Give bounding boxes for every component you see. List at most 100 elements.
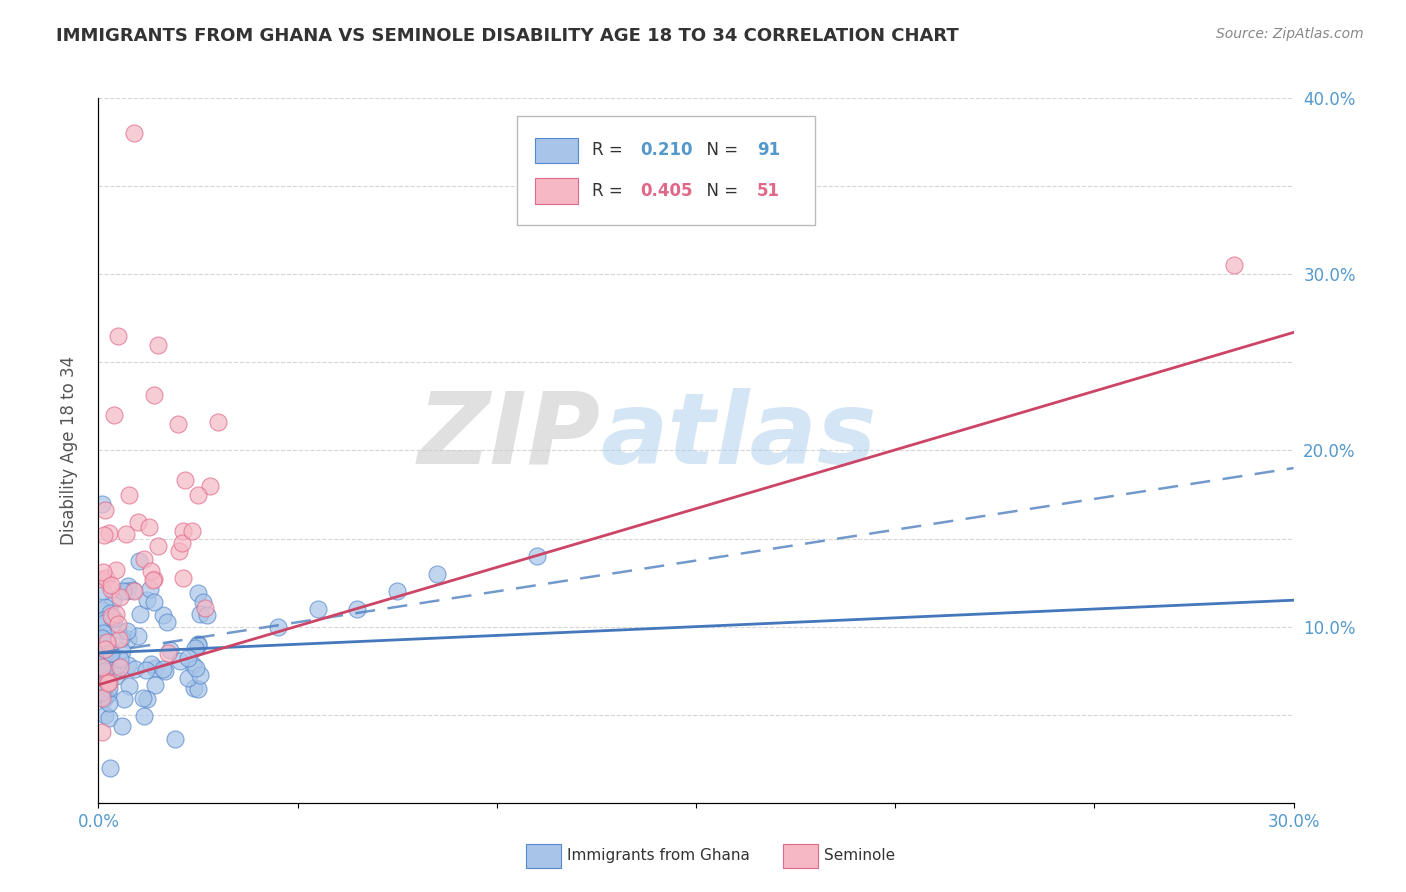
Text: N =: N = (696, 182, 744, 200)
Point (122, 584, 145, 599)
Point (267, 619, 290, 633)
Point (108, 652, 131, 666)
Point (93, 649, 115, 664)
Point (96, 571, 118, 585)
Text: ZIP: ZIP (418, 388, 600, 485)
Text: atlas: atlas (600, 388, 877, 485)
Point (141, 564, 163, 578)
Point (307, 602, 329, 616)
Point (103, 593, 125, 607)
Point (143, 572, 166, 586)
Point (103, 408, 125, 422)
Point (91, 565, 114, 579)
Point (188, 607, 211, 622)
Point (91, 657, 114, 672)
Point (183, 681, 205, 696)
Point (187, 637, 209, 651)
Point (115, 584, 138, 599)
FancyBboxPatch shape (534, 137, 578, 163)
Point (108, 632, 131, 647)
Point (100, 578, 122, 592)
Point (167, 417, 190, 431)
Point (124, 126, 146, 140)
Point (97, 681, 120, 695)
Point (91, 613, 114, 627)
Point (114, 526, 136, 541)
Point (142, 573, 165, 587)
Point (173, 473, 195, 487)
Point (98, 606, 121, 620)
Text: 0.210: 0.210 (640, 141, 692, 160)
Text: IMMIGRANTS FROM GHANA VS SEMINOLE DISABILITY AGE 18 TO 34 CORRELATION CHART: IMMIGRANTS FROM GHANA VS SEMINOLE DISABI… (56, 27, 959, 45)
Point (385, 584, 409, 599)
Point (94, 708, 117, 723)
Point (187, 585, 209, 599)
Point (91, 631, 114, 645)
Point (194, 601, 217, 615)
Point (426, 566, 449, 581)
Point (135, 663, 157, 677)
Point (181, 524, 204, 538)
FancyBboxPatch shape (517, 116, 815, 225)
Point (91, 638, 114, 652)
Point (105, 657, 128, 672)
Point (112, 584, 135, 599)
FancyBboxPatch shape (783, 844, 818, 868)
Point (105, 607, 128, 622)
Point (148, 337, 170, 351)
Text: Source: ZipAtlas.com: Source: ZipAtlas.com (1216, 27, 1364, 41)
Text: R =: R = (592, 182, 628, 200)
Point (105, 669, 128, 683)
Point (181, 658, 204, 673)
Point (134, 708, 156, 723)
Text: R =: R = (592, 141, 628, 160)
Point (93, 691, 115, 706)
Point (97, 696, 120, 710)
Point (98, 646, 121, 660)
Point (91, 691, 114, 706)
Point (96, 674, 118, 689)
Point (156, 615, 179, 629)
Point (136, 692, 159, 706)
Point (97, 675, 120, 690)
Point (152, 608, 174, 623)
Point (117, 632, 139, 646)
Point (96, 635, 118, 649)
Point (129, 607, 152, 622)
Point (128, 554, 150, 568)
Point (157, 646, 180, 660)
Point (195, 608, 218, 623)
Point (172, 571, 194, 585)
Point (152, 662, 174, 676)
Point (111, 719, 134, 733)
Point (183, 641, 205, 656)
Point (177, 671, 200, 685)
Point (100, 582, 122, 596)
FancyBboxPatch shape (526, 844, 561, 868)
Point (148, 539, 170, 553)
Point (138, 520, 160, 534)
Point (139, 582, 162, 597)
Point (186, 661, 208, 675)
Point (91, 636, 114, 650)
Point (94, 599, 117, 614)
Point (91, 572, 114, 586)
Point (91, 684, 114, 698)
Point (97, 687, 120, 701)
Text: 51: 51 (756, 182, 780, 200)
Point (198, 479, 221, 493)
Text: Seminole: Seminole (824, 848, 896, 863)
Point (91, 497, 114, 511)
Point (177, 650, 200, 665)
Point (108, 590, 131, 604)
Point (91, 631, 114, 645)
Y-axis label: Disability Age 18 to 34: Disability Age 18 to 34 (59, 356, 77, 545)
Point (127, 629, 149, 643)
Point (127, 515, 149, 529)
Point (91, 626, 114, 640)
Point (188, 667, 211, 681)
Point (117, 624, 139, 638)
Point (98, 655, 121, 669)
Point (526, 549, 548, 564)
Point (97, 675, 120, 690)
